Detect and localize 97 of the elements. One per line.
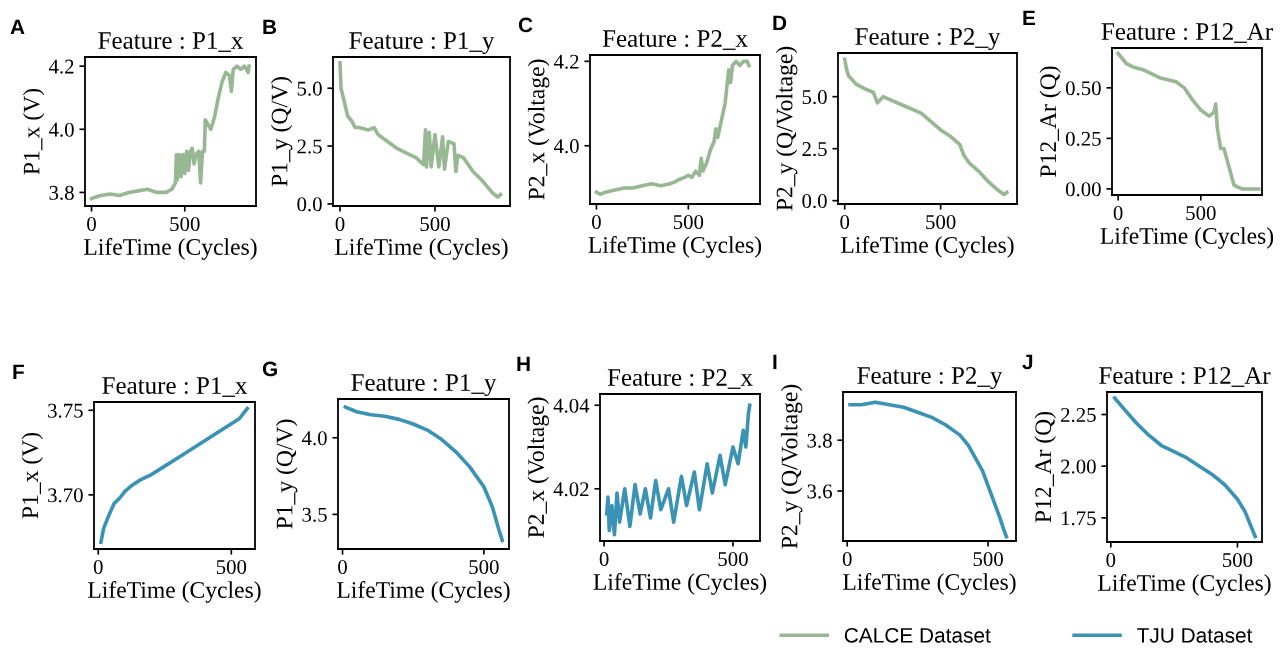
line-series: [89, 64, 251, 201]
x-tick-label: 0: [335, 217, 345, 232]
x-tick-label: 0: [842, 552, 852, 567]
y-tick-label: 2.5: [802, 142, 827, 157]
y-tick-label: 3.8: [807, 433, 832, 448]
text: H: [517, 356, 530, 372]
chart-title: Feature : P2_x: [607, 369, 753, 389]
y-tick-label: 4.2: [48, 59, 74, 74]
text: A: [10, 19, 25, 35]
x-tick-label: 500: [1186, 206, 1216, 221]
y-tick-label: 4.02: [553, 482, 589, 497]
y-tick-label: 0.0: [802, 194, 827, 209]
line-series: [1116, 51, 1261, 191]
x-tick-label: 500: [673, 215, 704, 230]
line-series: [99, 406, 250, 545]
y-tick-label: 4.2: [553, 54, 579, 69]
y-tick-label: 2.25: [1061, 407, 1096, 423]
y-axis-title: P1_y (Q/V): [275, 419, 298, 529]
text: G: [262, 361, 277, 377]
x-tick-label: 500: [469, 560, 499, 575]
x-axis-title: LifeTime (Cycles): [841, 236, 1014, 258]
y-tick-label: 4.0: [301, 431, 327, 446]
x-tick-label: 0: [1106, 553, 1116, 568]
line-series: [338, 60, 503, 199]
line-series: [594, 59, 751, 197]
line-series: [343, 405, 505, 543]
x-axis-title: LifeTime (Cycles): [337, 581, 510, 603]
chart-title: Feature : P1_x: [102, 377, 248, 397]
y-tick-label: 0.0: [297, 197, 322, 212]
chart-title: Feature : P1_y: [351, 374, 497, 397]
y-axis-title: P1_y (Q/V): [270, 77, 293, 187]
y-tick-label: 3.8: [49, 185, 74, 200]
chart-title: Feature : P1_x: [98, 32, 244, 52]
chart-title: Feature : P12_Ar: [1099, 367, 1271, 387]
y-axis-title: P12_Ar (Q): [1034, 411, 1056, 523]
chart-title: Feature : P2_y: [857, 367, 1003, 390]
line-series: [842, 57, 1009, 197]
text: J: [1022, 354, 1033, 370]
text: E: [1023, 10, 1036, 26]
y-axis-title: P1_x (V): [22, 88, 45, 175]
chart-title: Feature : P2_y: [855, 28, 1001, 51]
y-tick-label: 3.6: [807, 484, 832, 499]
x-axis-title: LifeTime (Cycles): [88, 581, 261, 603]
y-tick-label: 4.0: [553, 139, 579, 154]
text: I: [773, 354, 777, 370]
chart-title: Feature : P2_x: [602, 30, 748, 50]
y-tick-label: 5.0: [297, 81, 322, 96]
y-tick-label: 4.0: [48, 122, 74, 137]
x-axis-title: LifeTime (Cycles): [593, 573, 767, 595]
line-series: [604, 403, 752, 537]
x-tick-label: 500: [926, 215, 956, 230]
x-axis-title: LifeTime (Cycles): [843, 573, 1016, 595]
x-tick-label: 0: [1113, 206, 1123, 221]
y-tick-label: 3.5: [302, 507, 327, 522]
legend-label: CALCE Dataset: [844, 627, 991, 643]
x-tick-label: 500: [170, 217, 200, 232]
y-tick-label: 1.75: [1061, 511, 1096, 526]
chart-title: Feature : P1_y: [349, 32, 495, 55]
y-axis-title: P2_x (Voltage): [527, 59, 550, 200]
y-tick-label: 0.00: [1065, 182, 1101, 197]
y-tick-label: 0.25: [1065, 131, 1101, 146]
y-tick-label: 0.50: [1065, 81, 1101, 96]
text: B: [263, 19, 277, 35]
x-tick-label: 0: [840, 215, 850, 230]
legend-label: TJU Dataset: [1137, 628, 1253, 643]
x-tick-label: 500: [718, 552, 748, 567]
x-axis-title: LifeTime (Cycles): [1098, 574, 1271, 596]
x-tick-label: 0: [338, 560, 347, 575]
y-tick-label: 2.00: [1061, 459, 1096, 474]
line-series: [848, 400, 1009, 539]
text: C: [518, 17, 533, 33]
x-axis-title: LifeTime (Cycles): [84, 238, 257, 260]
y-axis-title: P1_x (V): [21, 432, 43, 519]
text: F: [13, 364, 24, 380]
y-tick-label: 3.70: [48, 488, 83, 503]
y-axis-title: P2_x (Voltage): [527, 397, 549, 538]
x-tick-label: 0: [592, 215, 601, 230]
y-axis-title: P12_Ar (Q): [1039, 66, 1061, 177]
y-axis-title: P2_y (Q/Voltage): [775, 46, 798, 211]
y-tick-label: 3.75: [48, 403, 83, 418]
y-tick-label: 5.0: [802, 90, 827, 105]
text: D: [773, 15, 787, 31]
line-series: [1112, 396, 1257, 539]
x-tick-label: 500: [1223, 553, 1253, 568]
x-axis-title: LifeTime (Cycles): [588, 236, 762, 258]
y-tick-label: 4.04: [553, 398, 590, 413]
y-tick-label: 2.5: [297, 139, 322, 154]
x-tick-label: 0: [87, 217, 96, 232]
x-tick-label: 0: [599, 552, 609, 567]
x-tick-label: 500: [216, 560, 247, 575]
chart-title: Feature : P12_Ar: [1101, 23, 1273, 43]
x-axis-title: LifeTime (Cycles): [1100, 227, 1274, 249]
x-axis-title: LifeTime (Cycles): [335, 238, 508, 260]
x-tick-label: 500: [973, 552, 1003, 567]
y-axis-title: P2_y (Q/Voltage): [780, 384, 803, 549]
x-tick-label: 0: [93, 560, 103, 575]
x-tick-label: 500: [420, 217, 450, 232]
